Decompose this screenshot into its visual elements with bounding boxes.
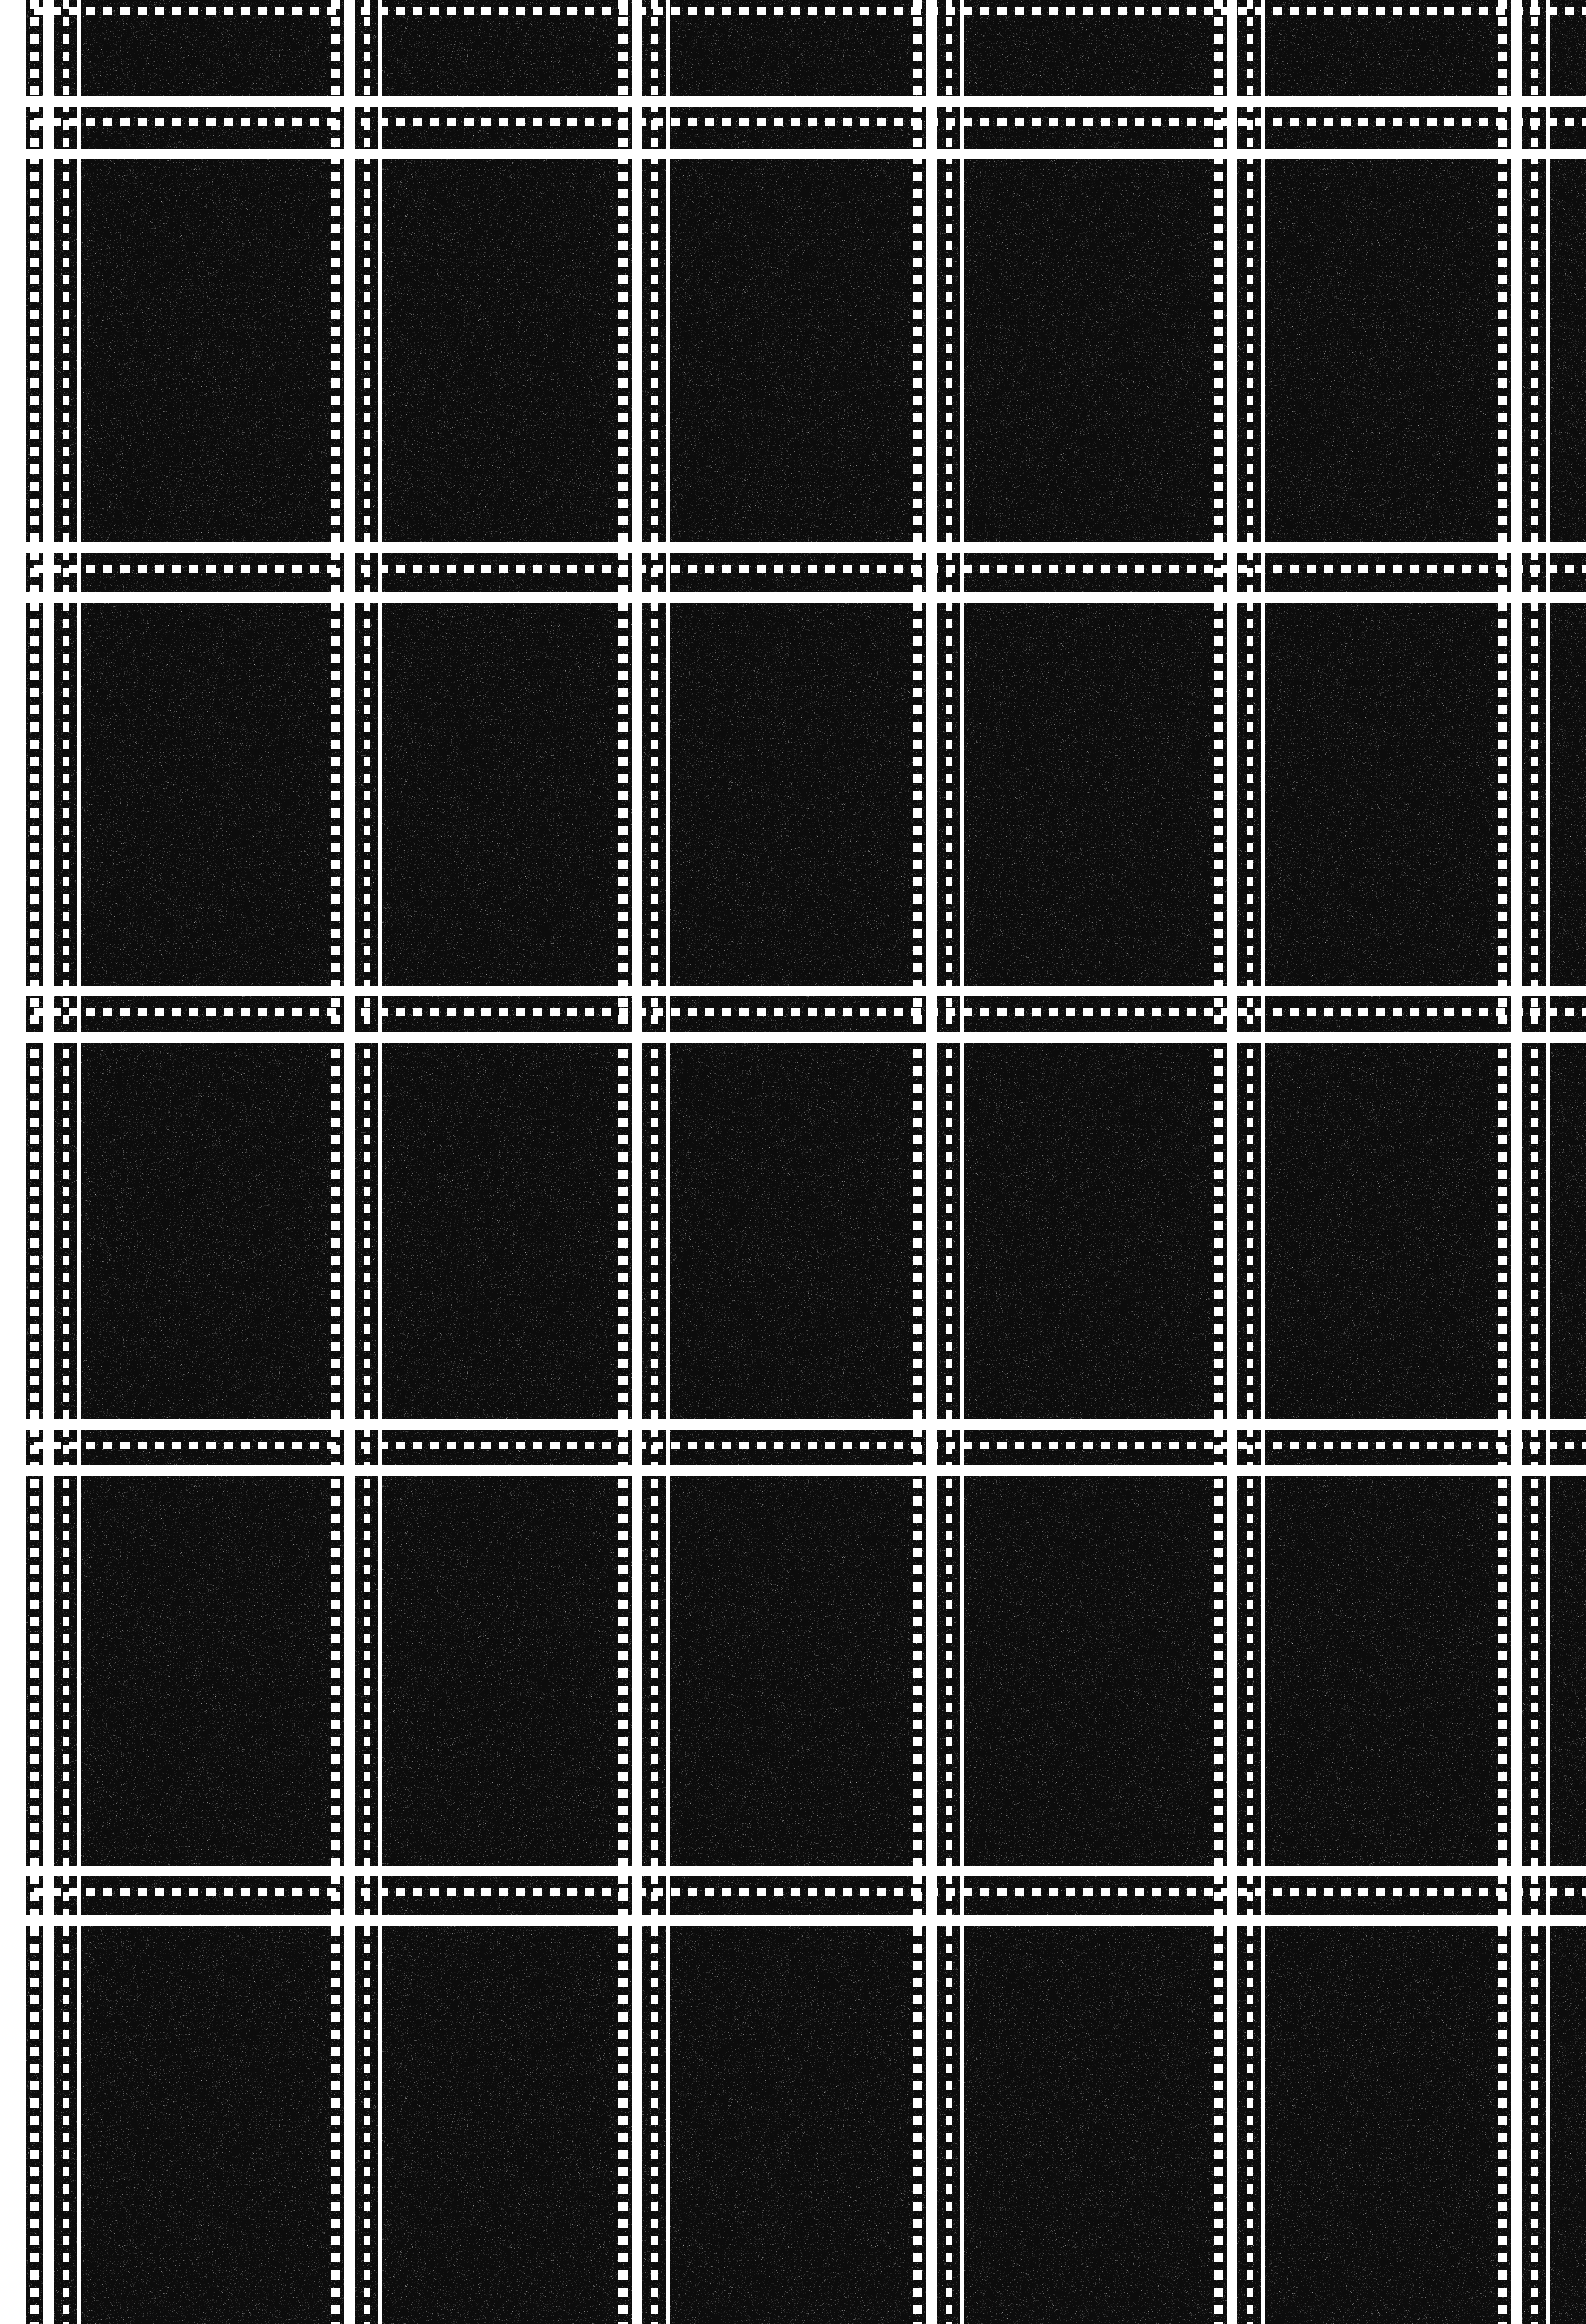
- dashed-vertical-line: [946, 0, 952, 2324]
- dashed-vertical-line: [331, 0, 340, 2324]
- thick-horizontal-line: [26, 1866, 1586, 1876]
- thick-horizontal-line: [26, 1419, 1586, 1430]
- dashed-vertical-line: [1214, 0, 1223, 2324]
- dashed-vertical-lines: [30, 0, 1538, 2324]
- thick-horizontal-line: [26, 149, 1586, 159]
- thick-vertical-line: [344, 0, 355, 2324]
- thin-vertical-line: [1546, 0, 1550, 2324]
- thick-horizontal-line: [26, 1465, 1586, 1476]
- thick-horizontal-line: [26, 96, 1586, 107]
- thin-vertical-line: [1261, 0, 1265, 2324]
- dashed-vertical-line: [1498, 0, 1507, 2324]
- dashed-vertical-line: [364, 0, 370, 2324]
- dashed-vertical-line: [1531, 0, 1538, 2324]
- white-speckle-texture: [26, 0, 1586, 2324]
- thick-horizontal-lines: [26, 96, 1586, 1926]
- dashed-horizontal-bands: [26, 7, 1586, 1896]
- thick-vertical-line: [1511, 0, 1522, 2324]
- dashed-horizontal-band: [26, 1888, 1586, 1896]
- thick-horizontal-line: [26, 1032, 1586, 1043]
- dashed-horizontal-band: [26, 565, 1586, 573]
- thick-horizontal-line: [26, 592, 1586, 603]
- dashed-vertical-line: [1247, 0, 1253, 2324]
- thick-horizontal-line: [26, 542, 1586, 553]
- dashed-horizontal-band: [26, 1008, 1586, 1016]
- thick-vertical-line: [926, 0, 937, 2324]
- thin-vertical-line: [77, 0, 81, 2324]
- dashed-vertical-line: [651, 0, 658, 2324]
- thick-horizontal-line: [26, 986, 1586, 996]
- thick-vertical-line: [1227, 0, 1237, 2324]
- thin-vertical-line: [666, 0, 670, 2324]
- dashed-vertical-line: [618, 0, 628, 2324]
- thin-vertical-line: [960, 0, 964, 2324]
- thin-vertical-line: [378, 0, 382, 2324]
- dashed-horizontal-band: [26, 7, 1586, 15]
- thin-vertical-lines: [77, 0, 1550, 2324]
- thick-vertical-lines: [43, 0, 1522, 2324]
- thick-vertical-line: [43, 0, 54, 2324]
- thick-horizontal-line: [26, 1915, 1586, 1926]
- dashed-vertical-line: [30, 0, 39, 2324]
- dashed-horizontal-band: [26, 1442, 1586, 1449]
- dashed-vertical-line: [63, 0, 69, 2324]
- dashed-horizontal-band: [26, 118, 1586, 126]
- dashed-vertical-line: [913, 0, 922, 2324]
- thick-vertical-line: [632, 0, 642, 2324]
